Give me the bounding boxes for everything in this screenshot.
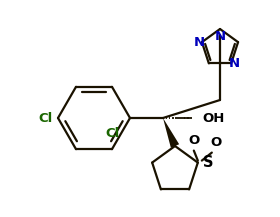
Text: O: O: [210, 136, 221, 149]
Text: Cl: Cl: [106, 127, 120, 140]
Text: N: N: [193, 36, 204, 49]
Text: N: N: [214, 30, 226, 43]
Polygon shape: [163, 118, 179, 148]
Text: Cl: Cl: [39, 112, 53, 125]
Text: N: N: [228, 57, 240, 70]
Text: OH: OH: [202, 112, 224, 125]
Text: O: O: [188, 134, 199, 147]
Text: S: S: [203, 155, 213, 170]
